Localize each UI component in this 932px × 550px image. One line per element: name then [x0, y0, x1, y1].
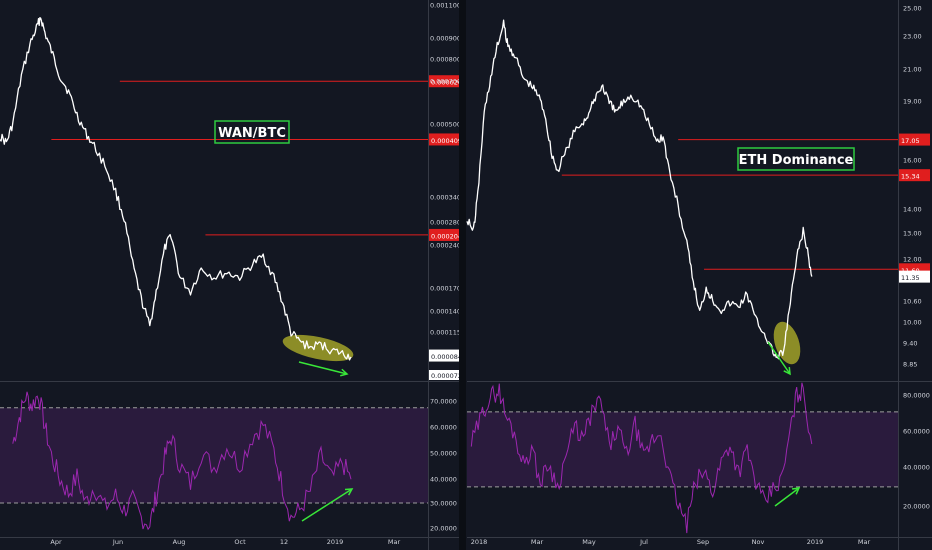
rsi-tick-label: 40.0000 — [903, 464, 930, 472]
current-price-badge — [429, 349, 460, 362]
rsi-tick-label: 60.0000 — [903, 428, 930, 436]
time-tick-label: 12 — [280, 538, 288, 546]
time-tick-label: Aug — [173, 538, 186, 546]
level-price-label: 15.34 — [901, 173, 920, 181]
level-price-label: 0.0006265 — [431, 79, 466, 87]
level-price-badge — [429, 133, 460, 146]
time-tick-label: 2019 — [807, 538, 824, 546]
price-divergence-arrow — [298, 361, 348, 375]
rsi-tick-label: 40.0000 — [430, 476, 457, 484]
rsi-line — [12, 391, 352, 531]
price-tick-label: 10.00 — [903, 319, 922, 327]
rsi-divergence-arrow — [301, 488, 353, 522]
rsi-tick-label: 20.0000 — [903, 503, 930, 511]
price-divergence-arrow — [767, 341, 791, 375]
time-tick-label: Apr — [50, 538, 62, 546]
current-price-badge — [899, 270, 930, 283]
time-tick-label: Oct — [234, 538, 246, 546]
price-tick-label: 8.85 — [903, 361, 917, 369]
price-tick-label: 0.0008000 — [430, 56, 465, 64]
rsi-divergence-arrow-head — [344, 488, 354, 496]
rsi-tick-label: 30.0000 — [430, 500, 457, 508]
price-tick-label: 12.00 — [903, 256, 922, 264]
time-tick-label: Mar — [858, 538, 871, 546]
time-tick-label: Nov — [752, 538, 765, 546]
price-tick-label: 13.00 — [903, 230, 922, 238]
annotation-box — [737, 147, 855, 171]
rsi-band — [0, 407, 428, 504]
level-price-badge — [899, 133, 930, 146]
time-tick-label: Jul — [639, 538, 648, 546]
current-price-label: 0.0000848 — [431, 353, 466, 361]
rsi-tick-label: 80.0000 — [903, 392, 930, 400]
level-price-label: 0.0004098 — [431, 137, 466, 145]
price-line — [0, 17, 352, 361]
annotation-label: WAN/BTC — [218, 126, 286, 141]
rsi-divergence-arrow-head — [791, 487, 801, 495]
bottom-highlight — [773, 321, 801, 365]
rsi-tick-label: 60.0000 — [430, 424, 457, 432]
price-tick-label: 0.0002800 — [430, 219, 465, 227]
price-tick-label: 0.0002400 — [430, 242, 465, 250]
price-tick-label: 19.00 — [903, 98, 922, 106]
annotation-box — [214, 120, 290, 144]
time-tick-label: Mar — [531, 538, 544, 546]
wan-btc-chart: 0.0006265 0.0004098 0.0002043 WAN/BTC 0.0011… — [0, 0, 466, 550]
rsi-tick-label: 50.0000 — [430, 450, 457, 458]
chart-divider — [459, 0, 466, 550]
price-divergence-arrow-head — [783, 366, 791, 376]
level-price-label: 0.0002043 — [431, 232, 466, 240]
bottom-price-label: 0.0000720 — [431, 372, 466, 380]
price-tick-label: 0.0001150 — [430, 329, 465, 337]
price-tick-label: 0.0011000 — [430, 2, 465, 10]
price-tick-label: 0.0001400 — [430, 308, 465, 316]
level-price-badge — [429, 75, 460, 88]
bottom-price-badge — [429, 370, 460, 380]
price-tick-label: 0.0007000 — [430, 78, 465, 86]
price-tick-label: 25.00 — [903, 5, 922, 13]
level-price-badge — [429, 228, 460, 241]
time-tick-label: 2019 — [327, 538, 344, 546]
price-tick-label: 0.0005000 — [430, 121, 465, 129]
time-tick-label: 2018 — [471, 538, 488, 546]
time-tick-label: Mar — [388, 538, 401, 546]
time-tick-label: May — [582, 538, 596, 546]
price-tick-label: 0.0009000 — [430, 35, 465, 43]
rsi-tick-label: 20.0000 — [430, 525, 457, 533]
annotation-label: ETH Dominance — [739, 153, 854, 168]
current-price-label: 11.35 — [901, 274, 920, 282]
price-line — [466, 19, 813, 360]
rsi-divergence-arrow — [774, 487, 800, 507]
price-tick-label: 21.00 — [903, 66, 922, 74]
price-tick-label: 9.40 — [903, 340, 917, 348]
time-tick-label: Sep — [697, 538, 709, 546]
time-tick-label: Jun — [112, 538, 123, 546]
level-price-label: 17.05 — [901, 137, 920, 145]
rsi-tick-label: 70.0000 — [430, 398, 457, 406]
price-tick-label: 10.60 — [903, 298, 922, 306]
rsi-line — [470, 382, 813, 534]
price-tick-label: 0.0003400 — [430, 194, 465, 202]
price-tick-label: 14.00 — [903, 206, 922, 214]
level-price-badge — [899, 169, 930, 182]
price-tick-label: 23.00 — [903, 33, 922, 41]
price-divergence-arrow-head — [340, 368, 349, 377]
price-tick-label: 0.0001700 — [430, 285, 465, 293]
price-tick-label: 16.00 — [903, 157, 922, 165]
